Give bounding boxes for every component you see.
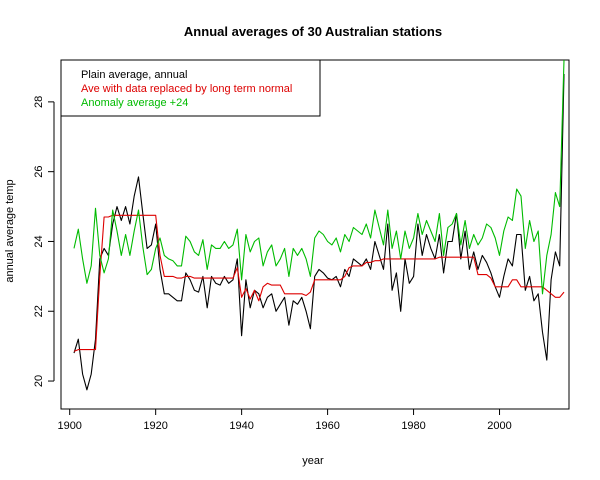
y-tick-label: 26 [33,166,45,178]
y-axis: 20 22 24 26 28 [33,96,55,387]
series-line-plain-average [73,73,565,391]
legend-entry-anomaly-average: Anomaly average +24 [81,97,188,109]
x-axis: 1900 1920 1940 1960 1980 2000 [57,408,512,432]
x-tick-label: 1940 [229,420,253,432]
y-tick-label: 22 [33,305,45,317]
legend-entry-plain-average: Plain average, annual [81,69,187,81]
x-axis-label: year [302,455,324,467]
series-layer [73,59,565,391]
y-tick-label: 24 [33,235,45,247]
series-line-anomaly-average [73,59,565,295]
y-tick-label: 20 [33,375,45,387]
x-tick-label: 1900 [57,420,81,432]
y-axis-label: annual average temp [4,179,16,282]
y-tick-label: 28 [33,96,45,108]
x-tick-label: 1960 [315,420,339,432]
legend-box [60,59,321,117]
legend: Plain average, annual Ave with data repl… [60,59,321,117]
chart-title: Annual averages of 30 Australian station… [184,24,442,39]
series-line-long-term-normal [73,214,565,352]
x-tick-label: 1920 [143,420,167,432]
x-tick-label: 1980 [401,420,425,432]
legend-entry-long-term-normal: Ave with data replaced by long term norm… [81,83,292,95]
x-tick-label: 2000 [487,420,511,432]
